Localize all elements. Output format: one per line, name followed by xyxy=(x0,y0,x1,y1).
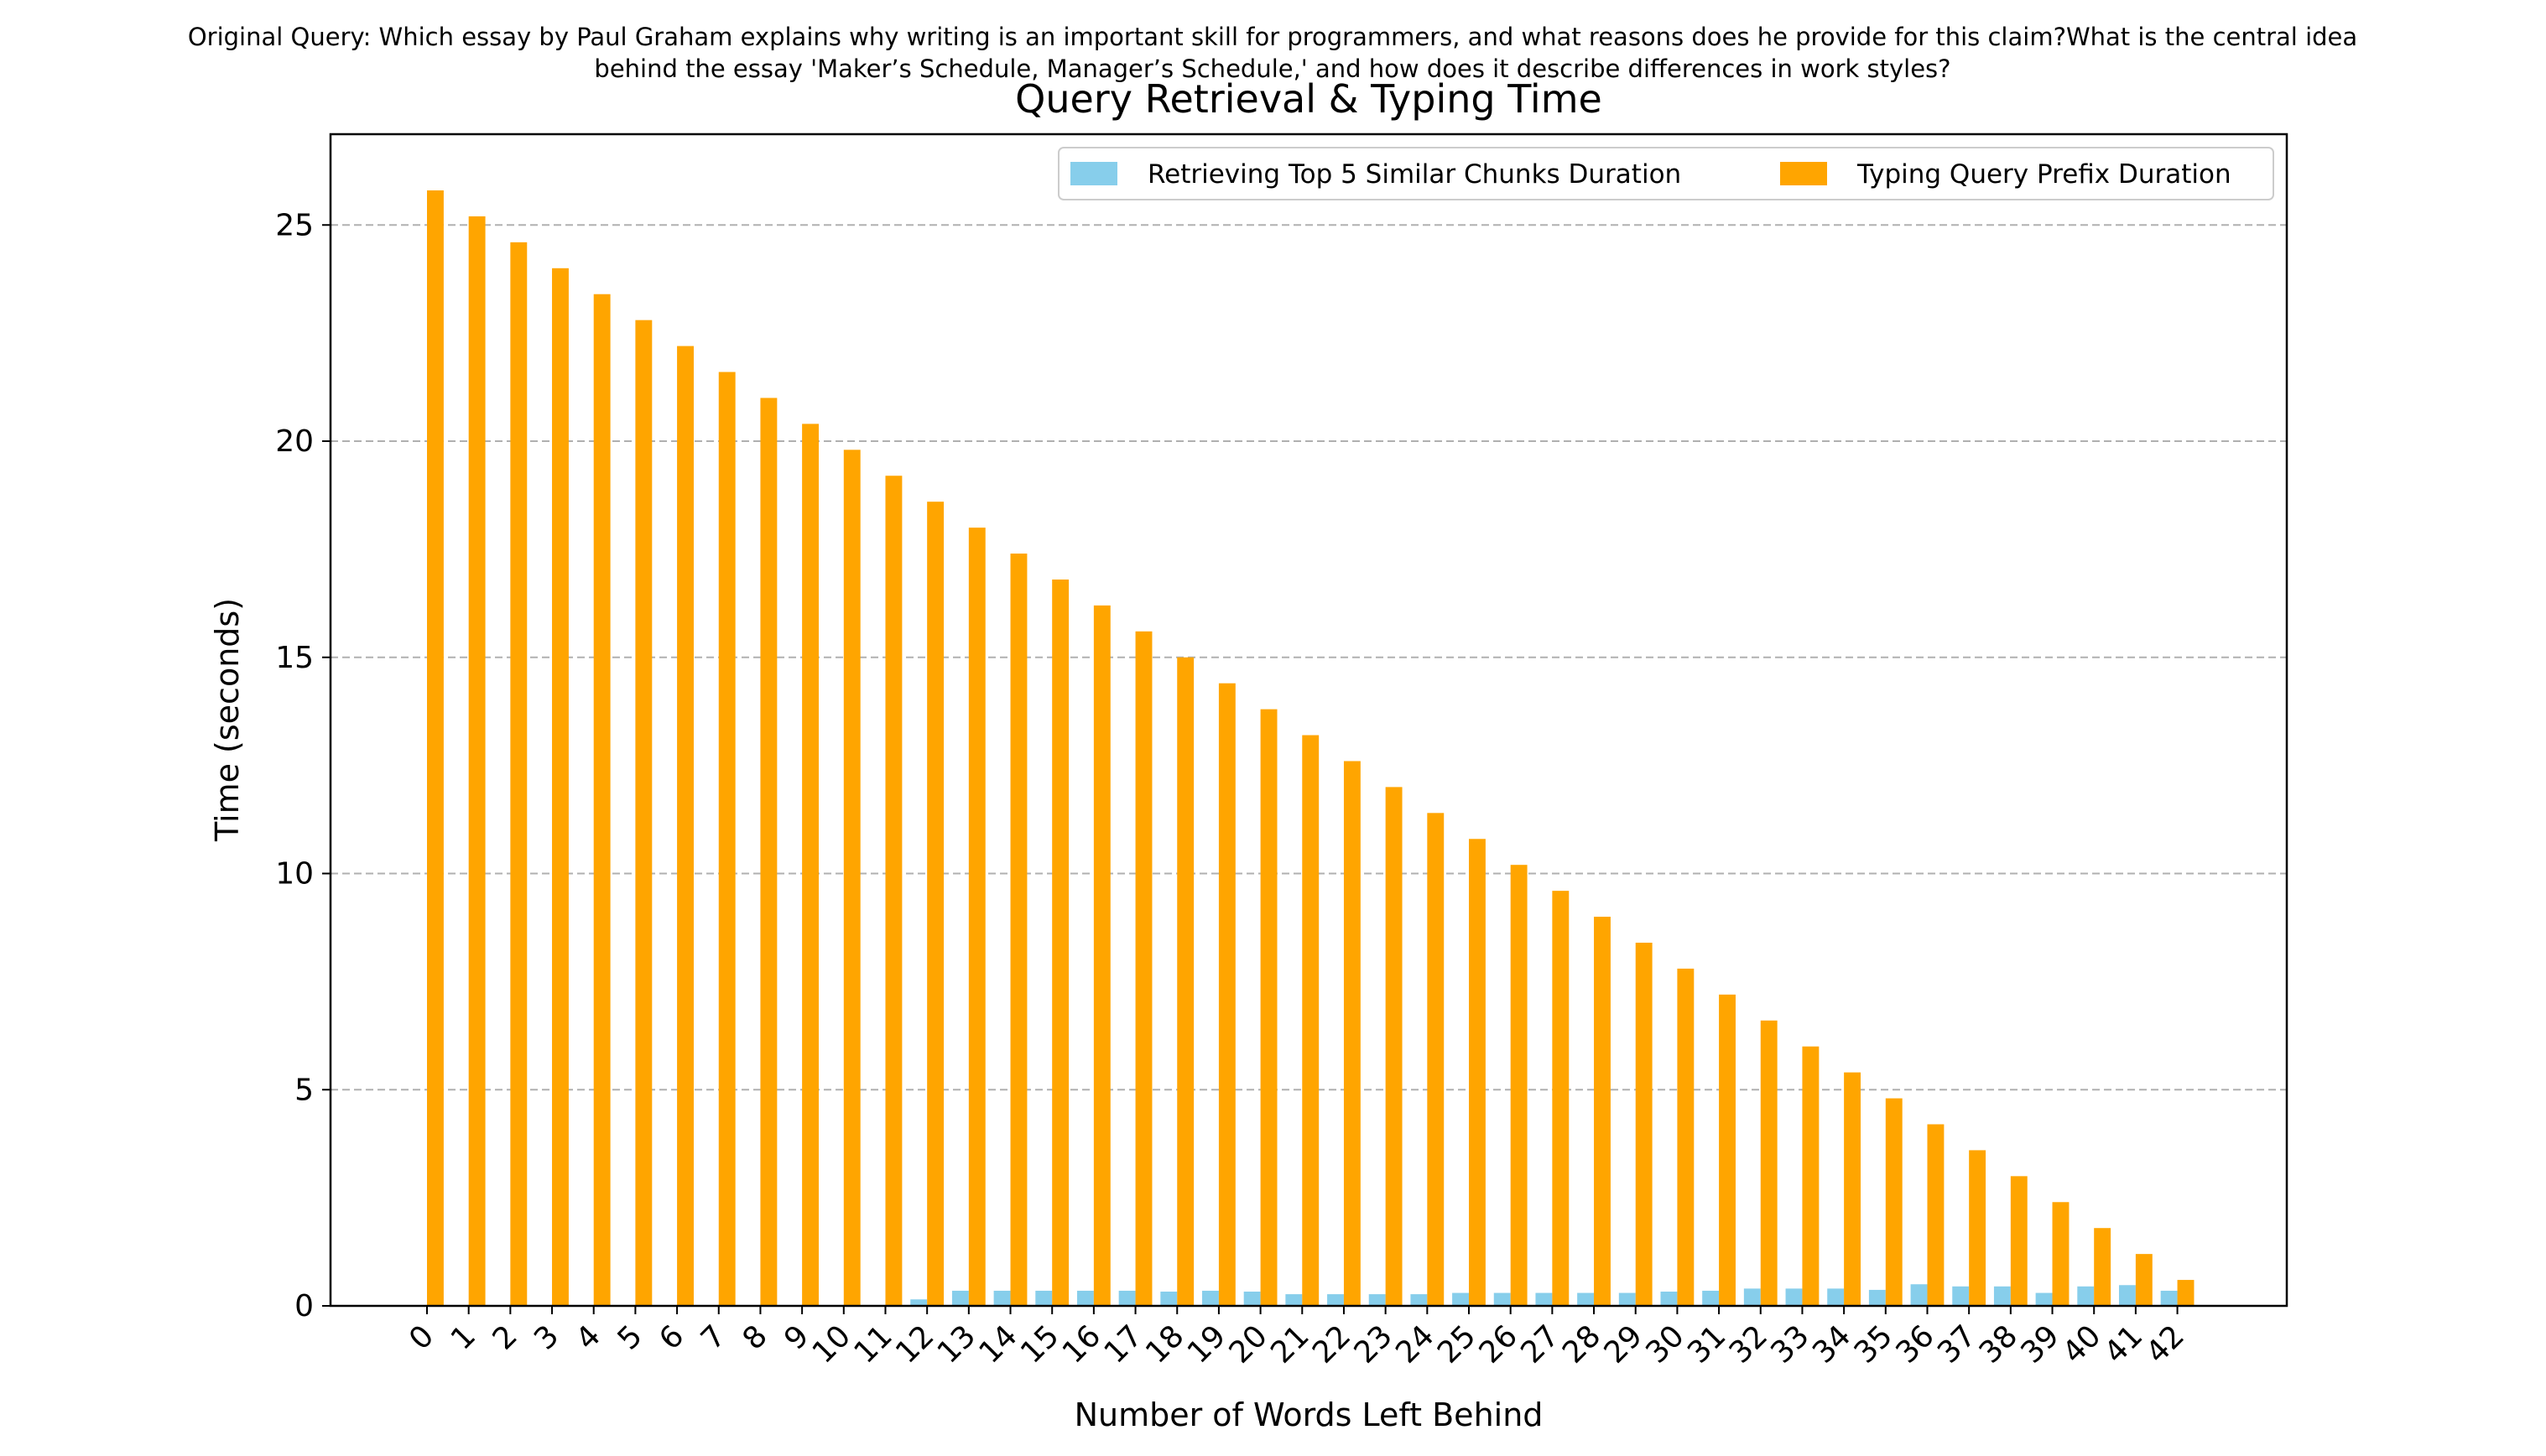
bar-retrieving xyxy=(1285,1294,1303,1306)
y-tick-label: 0 xyxy=(294,1289,314,1323)
bar-typing xyxy=(1719,994,1736,1306)
bar-retrieving xyxy=(1618,1292,1636,1306)
bar-typing xyxy=(2177,1280,2195,1306)
bar-typing xyxy=(1135,631,1153,1306)
chart-title: Query Retrieval & Typing Time xyxy=(1015,76,1602,122)
bar-typing xyxy=(1510,865,1528,1306)
bar-retrieving xyxy=(2077,1286,2095,1306)
suptitle-line-2: behind the essay 'Maker’s Schedule, Mana… xyxy=(594,55,1950,83)
bar-retrieving xyxy=(1993,1286,2011,1306)
bar-typing xyxy=(1927,1124,1945,1306)
bar-typing xyxy=(1177,657,1195,1306)
bar-retrieving xyxy=(1868,1289,1886,1306)
bar-typing xyxy=(1802,1046,1820,1306)
bar-typing xyxy=(1343,761,1361,1306)
bar-retrieving xyxy=(1577,1292,1595,1306)
bar-retrieving xyxy=(1118,1290,1136,1306)
bar-typing xyxy=(2010,1176,2028,1306)
bar-retrieving xyxy=(1327,1294,1344,1306)
bar-typing xyxy=(1469,839,1486,1306)
bar-retrieving xyxy=(2035,1292,2053,1306)
bar-typing xyxy=(593,294,611,1307)
bar-retrieving xyxy=(1368,1294,1386,1306)
bar-retrieving xyxy=(1160,1291,1178,1306)
bar-typing xyxy=(1760,1020,1778,1306)
bar-retrieving xyxy=(2118,1285,2136,1306)
bar-typing xyxy=(843,450,861,1306)
bar-typing xyxy=(1677,968,1695,1306)
y-ticks: 0 5 10 15 20 25 xyxy=(275,208,331,1323)
y-axis-label: Time (seconds) xyxy=(209,598,246,842)
bar-typing xyxy=(802,424,820,1306)
bar-retrieving xyxy=(1076,1290,1094,1306)
bar-retrieving xyxy=(1410,1294,1428,1306)
bar-typing xyxy=(927,502,945,1306)
bar-typing xyxy=(510,242,528,1306)
bar-typing xyxy=(885,476,903,1306)
bar-retrieving xyxy=(1743,1288,1761,1306)
bar-typing xyxy=(1594,917,1611,1306)
bar-retrieving xyxy=(1243,1291,1261,1306)
bar-typing xyxy=(1427,813,1445,1306)
bars-layer xyxy=(427,190,2195,1307)
bar-typing xyxy=(2052,1202,2070,1306)
legend-label-retrieving: Retrieving Top 5 Similar Chunks Duration xyxy=(1148,159,1681,190)
bar-retrieving xyxy=(1910,1284,1928,1306)
bar-typing xyxy=(1093,605,1111,1306)
bar-retrieving xyxy=(1785,1288,1803,1306)
y-tick-label: 20 xyxy=(275,424,314,459)
bar-retrieving xyxy=(910,1299,928,1306)
legend-swatch-retrieving xyxy=(1070,162,1117,185)
bar-typing xyxy=(552,268,569,1306)
bar-retrieving xyxy=(1535,1292,1553,1306)
bar-retrieving xyxy=(1827,1288,1845,1306)
bar-typing xyxy=(635,320,653,1306)
bar-retrieving xyxy=(1452,1292,1469,1306)
legend-frame xyxy=(1058,147,2274,200)
bar-retrieving xyxy=(1202,1290,1219,1306)
bar-typing xyxy=(1010,554,1028,1306)
bar-retrieving xyxy=(993,1290,1011,1306)
x-axis-label: Number of Words Left Behind xyxy=(1075,1396,1544,1433)
bar-retrieving xyxy=(951,1290,969,1306)
bar-retrieving xyxy=(1702,1290,1720,1306)
bar-retrieving xyxy=(1493,1292,1511,1306)
bar-retrieving xyxy=(1660,1291,1678,1306)
y-tick-label: 25 xyxy=(275,208,314,242)
suptitle-line-1: Original Query: Which essay by Paul Grah… xyxy=(188,23,2357,51)
bar-typing xyxy=(1885,1098,1903,1306)
bar-typing xyxy=(1635,942,1653,1306)
bar-typing xyxy=(677,346,694,1307)
plot-frame xyxy=(329,133,2288,1308)
bar-typing xyxy=(1260,709,1278,1306)
bar-typing xyxy=(1844,1072,1861,1306)
legend-label-typing: Typing Query Prefix Duration xyxy=(1856,159,2231,190)
legend-swatch-typing xyxy=(1780,162,1827,185)
bar-typing xyxy=(760,398,778,1307)
bar-typing xyxy=(1385,787,1403,1306)
bar-typing xyxy=(427,190,444,1306)
bar-typing xyxy=(718,372,736,1306)
y-tick-label: 10 xyxy=(275,857,314,892)
y-tick-label: 15 xyxy=(275,641,314,675)
bar-typing xyxy=(1052,579,1070,1306)
bar-retrieving xyxy=(1952,1286,1970,1306)
bar-typing xyxy=(1552,891,1570,1306)
legend: Retrieving Top 5 Similar Chunks Duration… xyxy=(1058,147,2274,200)
bar-typing xyxy=(968,528,986,1306)
bar-typing xyxy=(1302,735,1320,1306)
bar-retrieving xyxy=(2160,1290,2178,1306)
bar-retrieving xyxy=(1035,1290,1053,1306)
bar-typing xyxy=(2094,1228,2111,1306)
y-tick-label: 5 xyxy=(294,1073,314,1107)
bar-typing xyxy=(468,216,486,1307)
bar-typing xyxy=(1969,1150,1986,1306)
bar-typing xyxy=(1218,683,1236,1306)
bar-typing xyxy=(2135,1254,2153,1306)
